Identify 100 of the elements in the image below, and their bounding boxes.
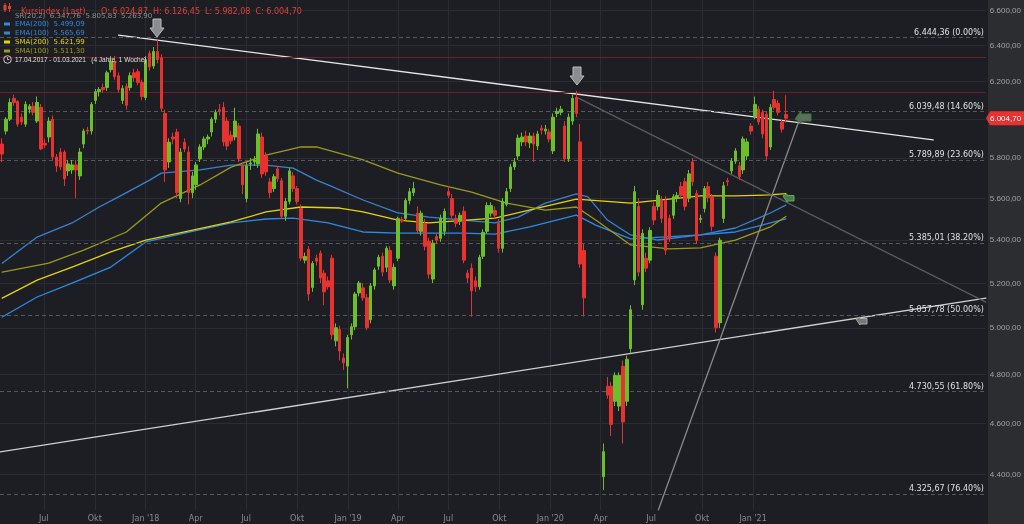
candlestick <box>78 147 82 181</box>
candlestick <box>493 205 497 220</box>
x-tick-label: Jul <box>645 513 656 523</box>
candlestick <box>726 177 729 187</box>
candlestick <box>24 100 27 128</box>
candlestick <box>462 205 466 264</box>
candlestick <box>609 381 613 437</box>
candlestick <box>416 205 419 234</box>
candlestick <box>602 443 605 491</box>
candlestick <box>551 112 555 155</box>
candlestick <box>749 122 753 136</box>
candlestick <box>101 82 105 94</box>
candlestick <box>772 90 776 111</box>
candlestick <box>74 159 78 199</box>
candlestick <box>613 371 617 407</box>
candlestick <box>307 245 310 302</box>
candlestick <box>648 226 652 264</box>
y-tick-label: 5.200,00 <box>989 278 1022 288</box>
candlestick <box>35 95 39 124</box>
candlestick <box>718 237 722 329</box>
x-tick-label: Okt <box>492 513 507 523</box>
candlestick <box>419 210 423 237</box>
candlestick <box>222 101 225 147</box>
candlestick <box>563 120 566 163</box>
candlestick <box>377 254 380 271</box>
candlestick <box>125 82 128 111</box>
candlestick <box>163 109 167 183</box>
candlestick <box>70 159 74 175</box>
candlestick <box>82 128 85 149</box>
x-tick-label: Jan '21 <box>738 513 767 523</box>
candlestick <box>400 216 404 224</box>
candlestick <box>695 189 698 245</box>
candlestick <box>516 134 520 161</box>
candlestick <box>741 135 745 175</box>
candlestick <box>346 334 349 389</box>
ref-line-label: 5.057,78 (50.00%) <box>908 305 984 315</box>
candlestick <box>167 137 171 169</box>
candlestick <box>625 355 629 407</box>
candlestick <box>183 137 186 153</box>
candlestick <box>237 122 241 163</box>
candlestick <box>699 214 702 224</box>
candlestick <box>241 161 244 195</box>
candlestick <box>644 252 648 273</box>
candlestick <box>233 107 237 141</box>
x-tick-label: Okt <box>87 513 102 523</box>
candlestick <box>691 157 694 187</box>
candlestick <box>629 304 632 354</box>
candlestick <box>334 322 338 347</box>
candlestick <box>381 252 384 277</box>
y-tick-label: 4.800,00 <box>989 370 1022 380</box>
y-tick-label: 6.600,00 <box>989 5 1022 15</box>
candlestick <box>39 103 43 151</box>
candlestick <box>311 260 314 293</box>
y-tick-label: 6.400,00 <box>989 40 1022 50</box>
x-tick-label: Apr <box>390 513 406 523</box>
candlestick <box>86 126 89 136</box>
x-tick-label: Jul <box>442 513 454 523</box>
candlestick <box>769 103 772 151</box>
candlestick <box>31 101 35 116</box>
candlestick <box>0 137 4 163</box>
candlestick <box>175 128 179 199</box>
y-tick-label: 4.600,00 <box>989 418 1022 428</box>
candlestick <box>392 262 396 291</box>
candlestick <box>280 177 283 220</box>
line-series <box>1 164 787 264</box>
candlestick <box>497 218 500 254</box>
candlestick <box>536 130 539 151</box>
ref-line-label: 6.039,48 (14.60%) <box>908 102 984 112</box>
ref-line-label: 5.789,89 (23.60%) <box>908 150 984 160</box>
y-tick-label: 5.800,00 <box>989 153 1022 163</box>
candlestick <box>753 95 757 120</box>
candlestick <box>617 371 621 412</box>
candlestick <box>621 359 625 444</box>
candlestick <box>105 70 109 92</box>
candlestick <box>90 101 93 136</box>
candlestick <box>559 105 563 116</box>
candlestick <box>268 177 272 199</box>
candlestick <box>303 252 307 264</box>
candlestick <box>672 193 675 220</box>
ref-line-label: 6.444,36 (0.00%) <box>914 27 984 37</box>
x-tick-label: Apr <box>188 513 204 523</box>
candlestick <box>470 262 473 318</box>
candlestick <box>187 145 190 205</box>
candlestick <box>714 252 718 334</box>
text: 6.004,70 <box>990 113 1022 123</box>
candlestick <box>66 159 70 177</box>
candlestick <box>245 161 248 203</box>
candlestick <box>249 157 252 171</box>
candlestick <box>637 197 640 277</box>
candlestick <box>260 132 264 179</box>
x-tick-label: Apr <box>593 513 609 523</box>
candlestick <box>121 84 124 105</box>
y-tick-label: 4.400,00 <box>989 469 1022 479</box>
line-series <box>1 146 787 273</box>
candlestick <box>152 46 155 70</box>
candlestick <box>652 201 656 226</box>
candlestick <box>664 195 667 256</box>
x-tick-label: Jan '20 <box>535 513 564 523</box>
candlestick <box>683 177 687 211</box>
y-tick-label: 5.000,00 <box>989 323 1022 333</box>
